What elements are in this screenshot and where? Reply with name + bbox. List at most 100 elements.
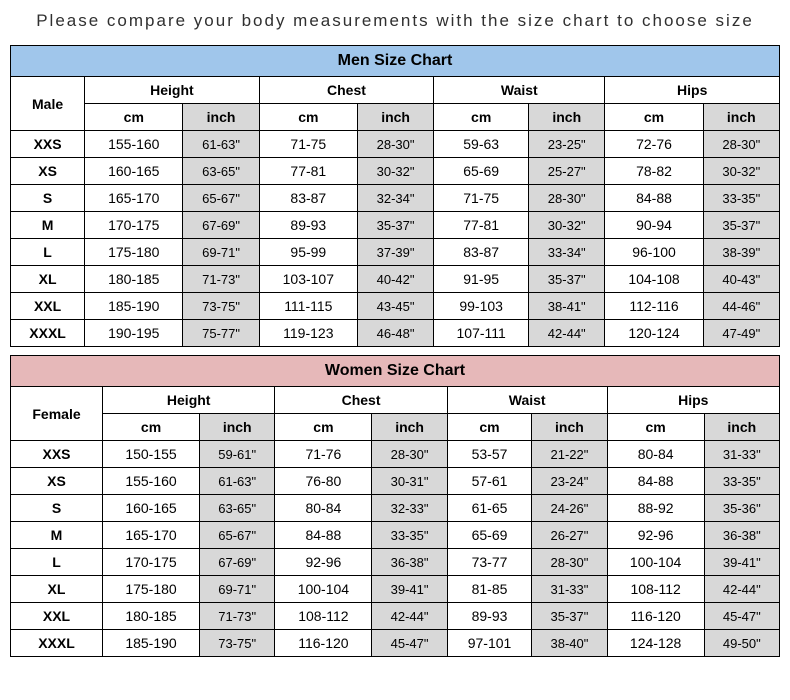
cell-waist-in: 35-37" [529,266,605,293]
cell-height-in: 67-69" [183,212,259,239]
table-row: S165-17065-67"83-8732-34"71-7528-30"84-8… [11,185,780,212]
unit-header: cm [275,414,372,441]
cell-hips-in: 33-35" [703,185,779,212]
cell-waist-in: 33-34" [529,239,605,266]
gender-label: Female [11,387,103,441]
cell-chest-in: 43-45" [357,293,433,320]
cell-hips-in: 45-47" [704,603,779,630]
size-label: XS [11,468,103,495]
table-row: M165-17065-67"84-8833-35"65-6926-27"92-9… [11,522,780,549]
cell-waist-cm: 91-95 [434,266,529,293]
cell-height-cm: 185-190 [85,293,183,320]
table-row: XXXL190-19575-77"119-12346-48"107-11142-… [11,320,780,347]
cell-chest-cm: 92-96 [275,549,372,576]
instruction-text: Please compare your body measurements wi… [0,0,790,45]
cell-chest-cm: 103-107 [259,266,357,293]
cell-height-in: 67-69" [200,549,275,576]
measurement-header: Hips [605,77,780,104]
size-label: S [11,495,103,522]
table-row: XXXL185-19073-75"116-12045-47"97-10138-4… [11,630,780,657]
cell-height-in: 69-71" [200,576,275,603]
measurement-header: Height [103,387,275,414]
cell-chest-in: 37-39" [357,239,433,266]
cell-height-in: 71-73" [200,603,275,630]
cell-hips-cm: 72-76 [605,131,703,158]
cell-hips-cm: 108-112 [607,576,704,603]
cell-chest-cm: 76-80 [275,468,372,495]
cell-chest-in: 30-31" [372,468,447,495]
cell-hips-in: 49-50" [704,630,779,657]
cell-chest-cm: 108-112 [275,603,372,630]
cell-hips-in: 47-49" [703,320,779,347]
table-row: XL175-18069-71"100-10439-41"81-8531-33"1… [11,576,780,603]
unit-header: inch [529,104,605,131]
size-label: XXS [11,441,103,468]
cell-height-in: 73-75" [183,293,259,320]
cell-hips-in: 39-41" [704,549,779,576]
cell-waist-cm: 59-63 [434,131,529,158]
cell-hips-cm: 84-88 [605,185,703,212]
cell-height-in: 63-65" [183,158,259,185]
cell-height-in: 65-67" [200,522,275,549]
cell-height-cm: 160-165 [103,495,200,522]
cell-height-in: 61-63" [200,468,275,495]
cell-hips-cm: 84-88 [607,468,704,495]
table-row: XXL180-18571-73"108-11242-44"89-9335-37"… [11,603,780,630]
cell-chest-in: 32-34" [357,185,433,212]
table-row: XXS155-16061-63"71-7528-30"59-6323-25"72… [11,131,780,158]
cell-height-cm: 155-160 [85,131,183,158]
cell-hips-cm: 80-84 [607,441,704,468]
cell-waist-in: 35-37" [532,603,607,630]
cell-chest-in: 42-44" [372,603,447,630]
cell-height-cm: 155-160 [103,468,200,495]
cell-waist-in: 21-22" [532,441,607,468]
cell-chest-in: 30-32" [357,158,433,185]
measurement-header: Chest [259,77,434,104]
unit-header: cm [607,414,704,441]
cell-hips-in: 44-46" [703,293,779,320]
cell-chest-in: 46-48" [357,320,433,347]
cell-height-in: 63-65" [200,495,275,522]
cell-hips-cm: 96-100 [605,239,703,266]
cell-waist-in: 25-27" [529,158,605,185]
size-label: XXL [11,603,103,630]
cell-waist-cm: 73-77 [447,549,532,576]
unit-header: inch [183,104,259,131]
cell-hips-cm: 112-116 [605,293,703,320]
unit-header: inch [372,414,447,441]
cell-waist-in: 23-25" [529,131,605,158]
cell-waist-cm: 107-111 [434,320,529,347]
unit-header: cm [85,104,183,131]
table-row: L170-17567-69"92-9636-38"73-7728-30"100-… [11,549,780,576]
cell-waist-in: 30-32" [529,212,605,239]
size-label: M [11,522,103,549]
cell-waist-in: 26-27" [532,522,607,549]
size-label: XXL [11,293,85,320]
size-label: XXS [11,131,85,158]
cell-waist-in: 28-30" [532,549,607,576]
cell-chest-in: 33-35" [372,522,447,549]
cell-hips-in: 35-36" [704,495,779,522]
table-row: M170-17567-69"89-9335-37"77-8130-32"90-9… [11,212,780,239]
charts-container: Men Size ChartMaleHeightChestWaistHipscm… [0,45,790,657]
cell-chest-cm: 80-84 [275,495,372,522]
cell-height-cm: 165-170 [103,522,200,549]
women-size-chart: Women Size ChartFemaleHeightChestWaistHi… [10,355,780,657]
cell-waist-cm: 57-61 [447,468,532,495]
unit-header: inch [357,104,433,131]
cell-height-in: 73-75" [200,630,275,657]
cell-waist-cm: 89-93 [447,603,532,630]
cell-waist-cm: 53-57 [447,441,532,468]
cell-chest-in: 35-37" [357,212,433,239]
cell-height-in: 61-63" [183,131,259,158]
cell-height-in: 59-61" [200,441,275,468]
cell-hips-cm: 104-108 [605,266,703,293]
size-label: L [11,549,103,576]
cell-hips-cm: 120-124 [605,320,703,347]
cell-height-cm: 170-175 [103,549,200,576]
measurement-header: Waist [434,77,605,104]
cell-hips-in: 36-38" [704,522,779,549]
cell-chest-cm: 71-76 [275,441,372,468]
size-label: M [11,212,85,239]
table-row: XL180-18571-73"103-10740-42"91-9535-37"1… [11,266,780,293]
